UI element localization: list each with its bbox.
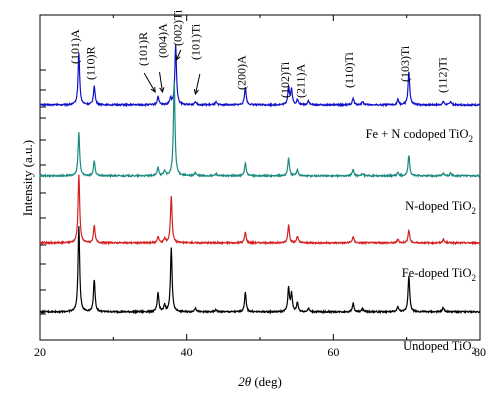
peak-label: (002)Ti	[171, 9, 185, 46]
x-tick-label: 60	[327, 345, 339, 359]
y-axis-label: Intensity (a.u.)	[20, 140, 35, 216]
series-label: Undoped TiO2	[403, 339, 476, 356]
x-axis-label-unit: (deg)	[251, 374, 282, 389]
series-label-subscript: 2	[472, 273, 477, 283]
series-line	[39, 44, 481, 108]
series-label-main: Undoped TiO	[403, 339, 471, 353]
peak-label: (200)A	[234, 55, 248, 90]
peak-label: (211)A	[293, 63, 307, 98]
peak-label: (103)Ti	[398, 45, 412, 82]
peak-label: (110)Ti	[342, 52, 356, 88]
peak-label: (112)Ti	[435, 57, 449, 93]
series-label-subscript: 2	[472, 206, 477, 216]
peak-label: (004)A	[156, 23, 170, 58]
x-tick-label: 40	[181, 345, 193, 359]
axis-ticks: 20 40 60 80	[34, 15, 486, 359]
peak-label: (101)Ti	[188, 23, 202, 60]
series-label-subscript: 2	[472, 346, 477, 356]
series-label-main: N-doped TiO	[405, 199, 471, 213]
x-tick-label: 20	[34, 345, 46, 359]
series-label-subscript: 2	[469, 134, 474, 144]
peak-arrow	[175, 49, 182, 61]
plot-frame	[39, 14, 481, 341]
peak-label: (102)Ti	[278, 61, 292, 98]
series-label: Fe + N codoped TiO2	[366, 127, 473, 144]
x-axis-label: 2θ (deg)	[238, 374, 282, 389]
peak-arrow-head	[150, 86, 156, 93]
peak-arrow	[159, 71, 163, 93]
series-line	[39, 81, 481, 179]
series-line	[39, 174, 481, 246]
peak-arrow-head	[175, 54, 181, 62]
peak-arrow	[143, 72, 156, 93]
series-label: Fe-doped TiO2	[402, 266, 476, 283]
peak-label: (101)A	[68, 29, 82, 64]
peak-arrow-head	[193, 89, 199, 96]
series-line	[39, 226, 481, 315]
series-label-main: Fe-doped TiO	[402, 266, 472, 280]
peak-annotations: (101)A (110)R (101)R (004)A (002)Ti (101)Ti (2…	[68, 9, 449, 98]
series-label-main: Fe + N codoped TiO	[366, 127, 469, 141]
peak-arrow	[194, 73, 201, 95]
peak-label: (110)R	[83, 46, 97, 80]
x-axis-label-theta: 2θ	[238, 374, 252, 389]
peak-arrow-head	[159, 87, 165, 94]
series-label: N-doped TiO2	[405, 199, 476, 216]
peak-label: (101)R	[136, 32, 150, 66]
series-group	[39, 44, 481, 315]
x-tick-label: 80	[474, 345, 486, 359]
